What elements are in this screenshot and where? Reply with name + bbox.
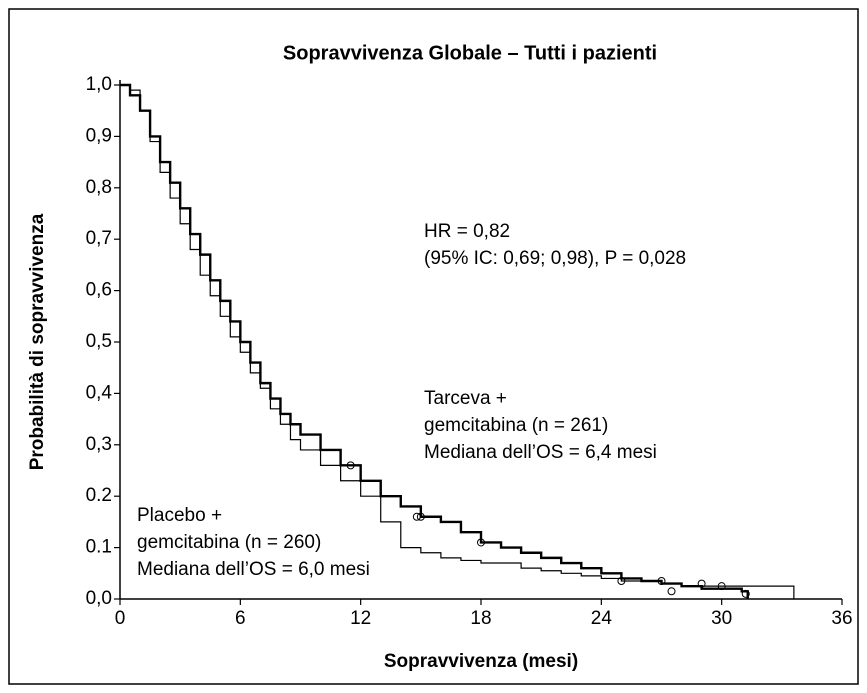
censor-mark [741, 589, 750, 598]
x-tick-label: 24 [591, 608, 613, 629]
annotation: gemcitabina (n = 260) [137, 532, 321, 553]
x-tick-label: 12 [350, 608, 371, 629]
censor-mark [412, 512, 421, 521]
censor-mark [667, 587, 676, 596]
y-tick-label: 1,0 [86, 74, 112, 95]
chart-title: Sopravvivenza Globale – Tutti i pazienti [283, 42, 657, 64]
annotation: HR = 0,82 [424, 221, 510, 242]
censor-mark [346, 461, 355, 470]
x-tick-label: 6 [235, 608, 246, 629]
x-tick-label: 30 [711, 608, 732, 629]
survival-curve [120, 84, 795, 599]
annotation: gemcitabina (n = 261) [424, 415, 608, 436]
y-tick-label: 0,0 [86, 588, 112, 609]
censor-mark [477, 538, 485, 547]
annotation: (95% IC: 0,69; 0,98), P = 0,028 [424, 248, 686, 269]
annotation: Mediana dell’OS = 6,4 mesi [424, 442, 657, 463]
x-tick-label: 18 [470, 608, 491, 629]
censor-mark [697, 579, 706, 588]
y-tick-label: 0,9 [86, 125, 112, 146]
y-tick-label: 0,4 [86, 382, 113, 403]
frame [8, 8, 859, 685]
annotation: Mediana dell’OS = 6,0 mesi [137, 559, 370, 580]
y-tick-label: 0,7 [86, 228, 112, 249]
x-tick-label: 36 [831, 608, 852, 629]
y-tick-label: 0.2 [86, 485, 112, 506]
y-axis-label: Probabilità di sopravvivenza [27, 213, 48, 470]
y-tick-label: 0.1 [86, 537, 112, 558]
y-tick-label: 0,6 [86, 280, 112, 301]
censor-mark [416, 512, 425, 521]
censor-mark [657, 577, 666, 586]
x-axis-label: Sopravvivenza (mesi) [384, 651, 578, 672]
censor-mark [717, 582, 726, 591]
survival-curve [120, 83, 749, 599]
x-tick-label: 0 [115, 608, 126, 629]
y-tick-label: 0,8 [86, 177, 112, 198]
y-tick-label: 0,5 [86, 331, 112, 352]
censor-mark [617, 577, 626, 586]
annotation: Placebo + [137, 505, 222, 526]
annotation: Tarceva + [424, 388, 507, 409]
y-tick-label: 0,3 [86, 434, 112, 455]
